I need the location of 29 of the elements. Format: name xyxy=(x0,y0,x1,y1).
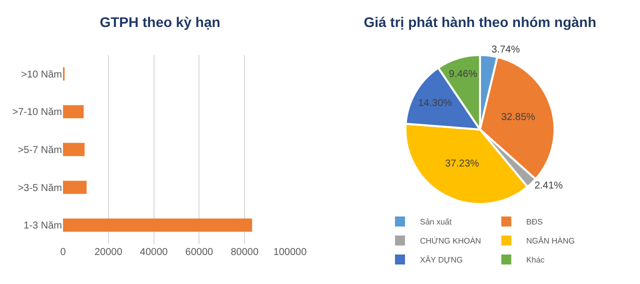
legend-label: Sản xuất xyxy=(420,218,452,227)
bar xyxy=(63,142,85,156)
x-tick-label: 100000 xyxy=(273,247,308,258)
data-label: 9.46% xyxy=(448,68,478,80)
x-tick-label: 20000 xyxy=(94,247,123,258)
chart-title: Giá trị phát hành theo nhóm ngành xyxy=(364,14,596,30)
bar xyxy=(63,105,84,118)
x-tick-label: 60000 xyxy=(185,247,214,258)
y-tick-label: >5-7 Năm xyxy=(18,145,62,156)
data-label: 32.85% xyxy=(501,112,536,124)
y-tick-label: 1-3 Năm xyxy=(24,220,62,232)
y-tick-label: >10 Năm xyxy=(21,69,62,80)
y-tick-label: >3-5 Năm xyxy=(18,182,62,194)
legend-label: BĐS xyxy=(526,218,543,227)
x-tick-label: 0 xyxy=(60,247,66,258)
x-tick-label: 40000 xyxy=(140,247,168,258)
data-label: 14.30% xyxy=(418,98,452,109)
data-label: 2.41% xyxy=(534,180,563,192)
legend-label: NGÂN HÀNG xyxy=(526,236,575,246)
x-tick-label: 80000 xyxy=(230,247,259,258)
data-label: 3.74% xyxy=(491,44,520,56)
legend-label: Khác xyxy=(526,256,545,265)
bar xyxy=(63,218,252,232)
chart-title: GTPH theo kỳ hạn xyxy=(100,14,220,30)
y-tick-label: >7-10 Năm xyxy=(12,107,62,118)
legend-label: XÂY DỰNG xyxy=(420,256,463,265)
data-label: 37.23% xyxy=(445,158,480,170)
legend-label: CHỨNG KHOÁN xyxy=(420,236,482,246)
bar xyxy=(63,180,87,194)
